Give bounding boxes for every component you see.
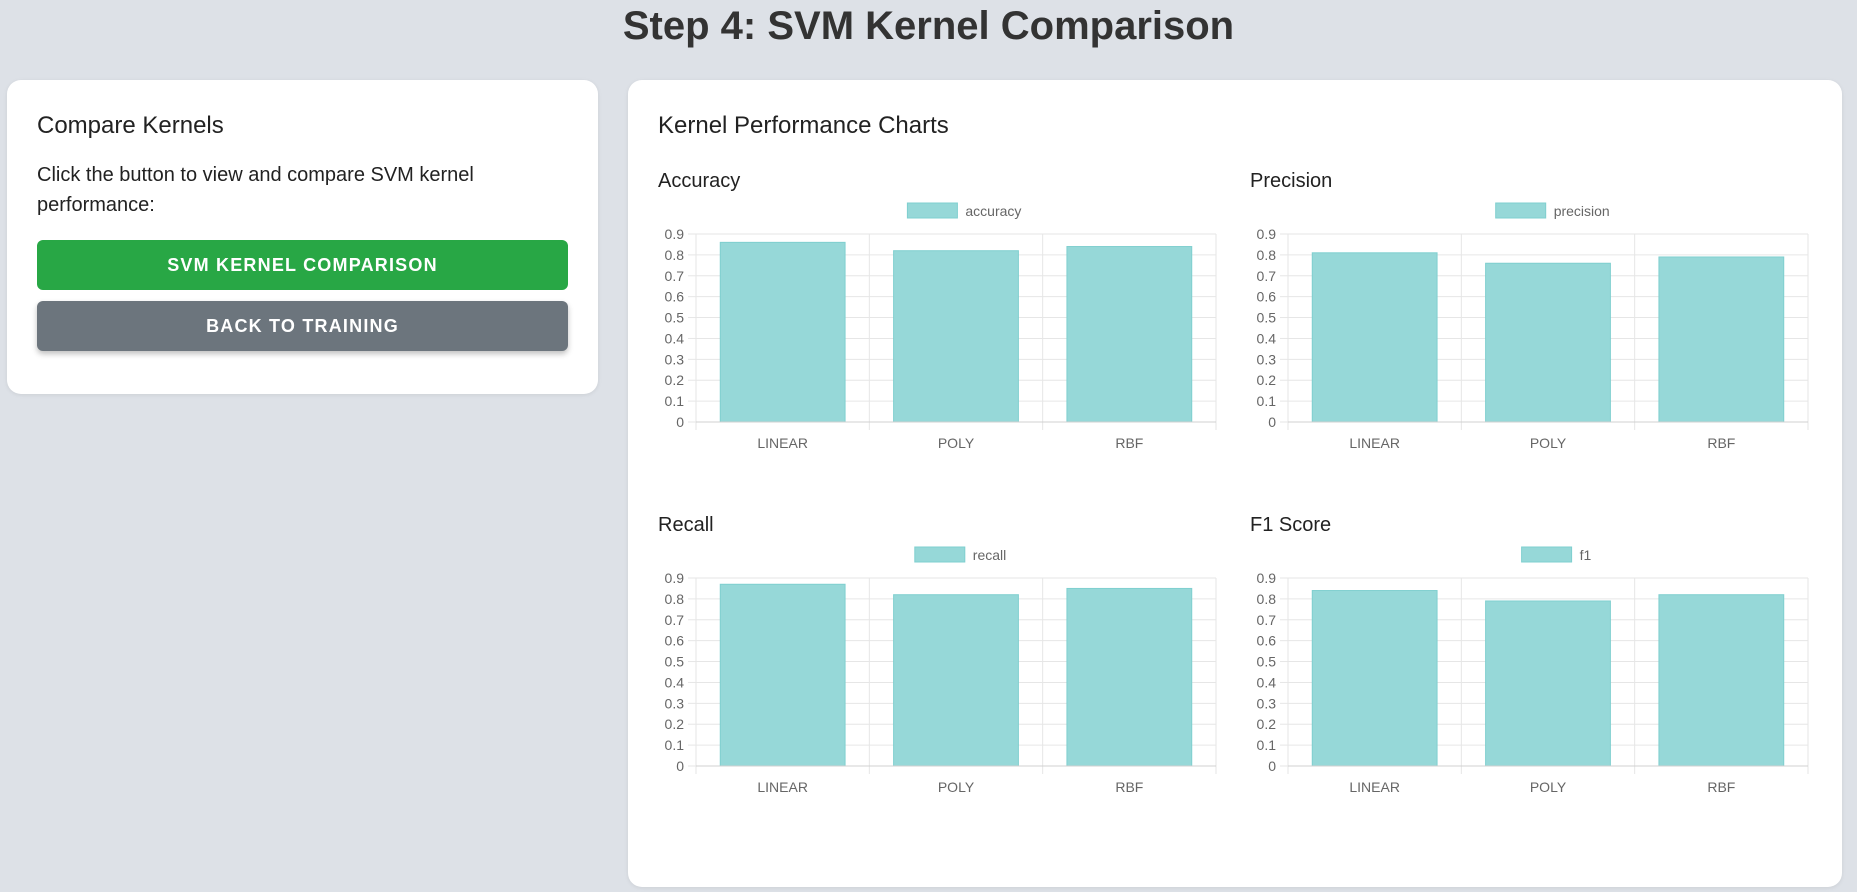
bar-rbf <box>1658 256 1785 423</box>
chart-title: F1 Score <box>1250 514 1332 536</box>
chart-title: Accuracy <box>658 170 741 192</box>
f1-score-chart-svg: f1 0 0.1 0.2 0.3 0.4 0.5 0.6 0.7 0.8 0.9 LINEAR POLY… <box>1257 546 1809 795</box>
y-tick-label: 0.3 <box>1257 351 1277 367</box>
y-tick-label: 0.8 <box>1257 591 1277 607</box>
y-tick-label: 0 <box>1268 414 1276 430</box>
y-tick-label: 0 <box>676 414 684 430</box>
bar-rbf <box>1658 594 1785 767</box>
legend-label: accuracy <box>965 203 1021 219</box>
x-tick-label: POLY <box>1530 779 1567 795</box>
x-tick-label: RBF <box>1115 779 1143 795</box>
y-tick-label: 0.7 <box>1257 268 1277 284</box>
y-tick-label: 0.8 <box>665 591 685 607</box>
chart-title: Precision <box>1250 170 1333 192</box>
kernel-performance-card: Kernel Performance Charts Accuracy accur… <box>628 80 1842 887</box>
legend-swatch <box>1495 202 1547 219</box>
y-tick-label: 0.3 <box>665 695 685 711</box>
legend-label: recall <box>973 547 1006 563</box>
y-tick-label: 0.9 <box>1257 226 1277 242</box>
chart-title: Recall <box>658 514 714 536</box>
recall-chart: Recall recall 0 0.1 0.2 0.3 0.4 0.5 0.6 0.7 0.8 0.… <box>658 514 1218 844</box>
bar-poly <box>1485 262 1611 423</box>
y-tick-label: 0.5 <box>1257 310 1277 326</box>
kernel-performance-title: Kernel Performance Charts <box>658 112 949 139</box>
y-tick-label: 0.1 <box>665 737 685 753</box>
compare-kernels-description: Click the button to view and compare SVM… <box>37 164 474 216</box>
y-tick-label: 0.9 <box>665 570 685 586</box>
y-tick-label: 0.1 <box>1257 737 1277 753</box>
y-tick-label: 0.7 <box>1257 612 1277 628</box>
compare-kernels-title: Compare Kernels <box>37 112 224 139</box>
x-tick-label: RBF <box>1707 435 1735 451</box>
y-tick-label: 0.4 <box>665 674 685 690</box>
legend-swatch <box>914 546 966 563</box>
y-tick-label: 0.7 <box>665 612 685 628</box>
y-tick-label: 0.2 <box>1257 372 1277 388</box>
legend-label: precision <box>1554 203 1610 219</box>
f1-score-chart: F1 Score f1 0 0.1 0.2 0.3 0.4 0.5 0.6 0.7 0.8 0.9 L… <box>1250 514 1810 844</box>
precision-chart: Precision precision 0 0.1 0.2 0.3 0.4 0.5 0.6 0.… <box>1250 170 1810 500</box>
legend-label: f1 <box>1580 547 1592 563</box>
y-tick-label: 0.8 <box>665 247 685 263</box>
y-tick-label: 0.5 <box>1257 654 1277 670</box>
y-tick-label: 0.4 <box>1257 674 1277 690</box>
precision-chart-svg: precision 0 0.1 0.2 0.3 0.4 0.5 0.6 0.7 0.8 0.9 LIN… <box>1257 202 1809 451</box>
legend-swatch <box>1521 546 1573 563</box>
y-tick-label: 0 <box>1268 758 1276 774</box>
y-tick-label: 0.7 <box>665 268 685 284</box>
y-tick-label: 0.4 <box>665 330 685 346</box>
bar-linear <box>1311 590 1438 767</box>
x-tick-label: LINEAR <box>1349 435 1400 451</box>
y-tick-label: 0.1 <box>1257 393 1277 409</box>
compare-kernels-card: Compare Kernels Click the button to view… <box>7 80 598 394</box>
recall-chart-svg: recall 0 0.1 0.2 0.3 0.4 0.5 0.6 0.7 0.8 0.9 LINEAR… <box>665 546 1217 795</box>
bar-rbf <box>1066 246 1193 423</box>
x-tick-label: POLY <box>1530 435 1567 451</box>
x-tick-label: RBF <box>1115 435 1143 451</box>
x-tick-label: LINEAR <box>1349 779 1400 795</box>
y-tick-label: 0.5 <box>665 654 685 670</box>
y-tick-label: 0.9 <box>1257 570 1277 586</box>
y-tick-label: 0.6 <box>1257 289 1277 305</box>
y-tick-label: 0.9 <box>665 226 685 242</box>
y-tick-label: 0.5 <box>665 310 685 326</box>
x-tick-label: LINEAR <box>757 435 808 451</box>
y-tick-label: 0.2 <box>665 372 685 388</box>
y-tick-label: 0.8 <box>1257 247 1277 263</box>
y-tick-label: 0.6 <box>1257 633 1277 649</box>
bar-poly <box>1485 600 1611 767</box>
x-tick-label: POLY <box>938 779 975 795</box>
bar-linear <box>719 241 846 423</box>
legend-swatch <box>906 202 958 219</box>
y-tick-label: 0.2 <box>1257 716 1277 732</box>
bar-linear <box>1311 252 1438 423</box>
x-tick-label: POLY <box>938 435 975 451</box>
y-tick-label: 0.2 <box>665 716 685 732</box>
y-tick-label: 0.6 <box>665 633 685 649</box>
y-tick-label: 0.6 <box>665 289 685 305</box>
y-tick-label: 0.3 <box>1257 695 1277 711</box>
x-tick-label: LINEAR <box>757 779 808 795</box>
bar-rbf <box>1066 587 1193 767</box>
back-to-training-button[interactable]: Back to Training <box>37 301 568 351</box>
bar-poly <box>893 250 1019 423</box>
accuracy-chart: Accuracy accuracy 0 0.1 0.2 0.3 0.4 0.5 0.6 0.7 0… <box>658 170 1218 500</box>
x-tick-label: RBF <box>1707 779 1735 795</box>
accuracy-chart-svg: accuracy 0 0.1 0.2 0.3 0.4 0.5 0.6 0.7 0.8 0.9 LINE… <box>665 202 1217 451</box>
y-tick-label: 0.4 <box>1257 330 1277 346</box>
page-title: Step 4: SVM Kernel Comparison <box>622 4 1235 48</box>
y-tick-label: 0.1 <box>665 393 685 409</box>
y-tick-label: 0.3 <box>665 351 685 367</box>
y-tick-label: 0 <box>676 758 684 774</box>
bar-linear <box>719 583 846 767</box>
svm-kernel-comparison-button[interactable]: SVM Kernel Comparison <box>37 240 568 290</box>
bar-poly <box>893 594 1019 767</box>
